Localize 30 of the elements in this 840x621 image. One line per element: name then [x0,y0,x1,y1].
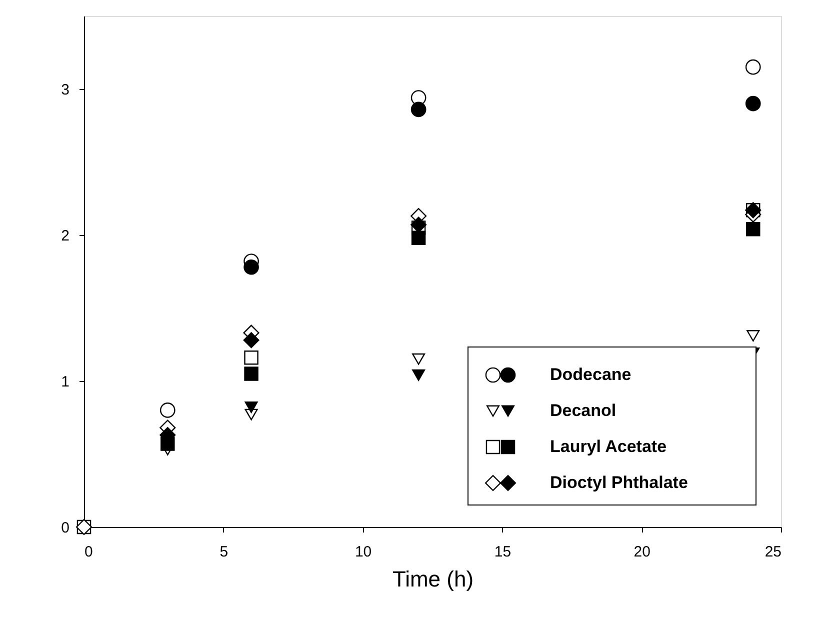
x-tick-label: 25 [764,544,782,560]
point [745,96,761,112]
point [160,402,176,418]
x-tick-label: 10 [354,544,372,560]
y-tick-label: 2 [61,228,70,244]
point [244,350,258,365]
point [746,222,760,236]
point [745,59,761,75]
legend-label: Dioctyl Phthalate [550,473,688,492]
legend-label: Dodecane [550,365,632,384]
legend-label: Lauryl Acetate [550,437,667,456]
point [746,330,760,342]
point [412,369,426,381]
point [244,259,259,275]
x-axis-title: Time (h) [392,566,474,592]
point [244,402,258,414]
x-tick-label: 15 [494,544,512,560]
x-tick-label: 20 [634,544,650,560]
point [410,216,427,233]
y-tick-label: 1 [61,374,70,390]
point [412,353,426,365]
x-tick-label: 5 [220,544,228,560]
x-tick-label: 0 [84,544,93,560]
point [243,332,260,348]
point [411,230,426,246]
legend-label: Decanol [550,401,616,420]
point [244,366,258,381]
y-tick-label: 3 [61,82,70,98]
point [410,102,426,118]
y-tick-label: 0 [61,520,70,536]
